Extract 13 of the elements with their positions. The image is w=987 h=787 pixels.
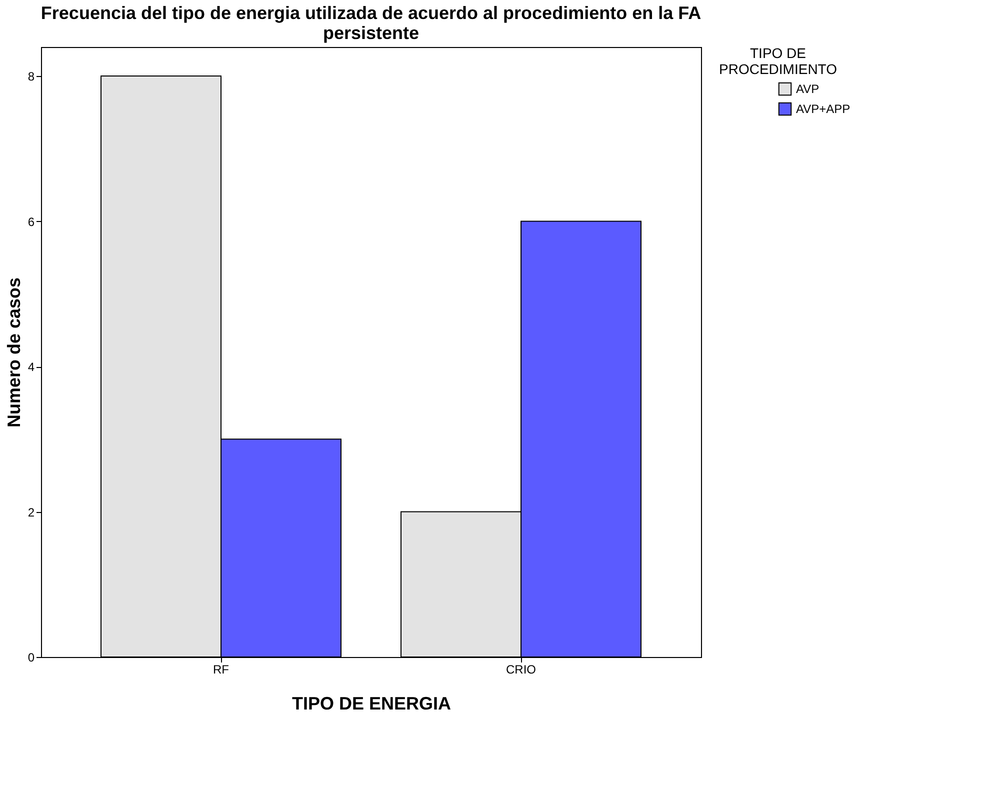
y-tick-label: 0	[28, 650, 35, 664]
y-tick-label: 2	[28, 505, 35, 520]
legend-label: AVP+APP	[796, 102, 850, 116]
x-tick-label: CRIO	[506, 662, 536, 676]
legend-title: TIPO DE PROCEDIMIENTO	[719, 45, 838, 77]
y-tick-label: 6	[28, 214, 35, 229]
legend-label: AVP	[796, 82, 820, 96]
y-tick-label: 8	[28, 70, 35, 84]
y-axis-title: Numero de casos	[4, 277, 24, 428]
x-axis-title: TIPO DE ENERGIA	[292, 694, 452, 714]
x-tick-label: RF	[213, 662, 229, 676]
y-tick-label: 4	[28, 360, 35, 374]
chart-title: Frecuencia del tipo de energia utilizada de acuerdo al procedimiento en la FA persistente	[40, 3, 702, 43]
